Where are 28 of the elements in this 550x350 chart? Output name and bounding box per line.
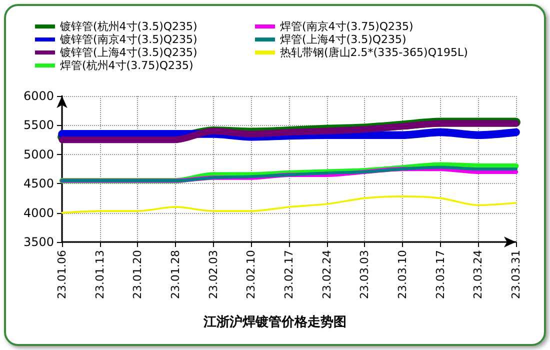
legend-label: 焊管(杭州4寸(3.75)Q235) (60, 59, 194, 72)
x-tick-label: 23.03.03 (358, 250, 372, 299)
y-tick-label: 3500 (23, 235, 54, 249)
x-tick-label: 23.01.20 (131, 250, 144, 299)
x-tick-label: 23.01.28 (169, 250, 182, 299)
legend-label: 热轧带钢(唐山2.5*(335-365)Q195L) (280, 46, 468, 59)
x-tick-label: 23.02.03 (206, 250, 220, 299)
y-tick-label: 5000 (23, 147, 54, 162)
x-tick-label: 23.01.13 (93, 250, 106, 299)
text: 江浙沪焊镀管价格走势图 (202, 314, 346, 330)
y-tick-label: 5500 (23, 118, 54, 132)
y-tick-label: 6000 (23, 89, 54, 103)
legend-label: 镀锌管(南京4寸(3.5)Q235) (59, 33, 198, 46)
x-tick-label: 23.03.31 (510, 250, 522, 299)
x-tick-label: 23.02.24 (320, 250, 334, 299)
x-tick-label: 23.02.10 (244, 250, 258, 299)
legend-label: 镀锌管(上海4寸(3.5)Q235) (59, 46, 198, 59)
x-tick-label: 23.03.10 (396, 250, 409, 299)
legend-label: 镀锌管(杭州4寸(3.5)Q235) (59, 20, 198, 33)
x-tick-label: 23.02.17 (282, 250, 296, 299)
x-tick-label: 23.01.06 (56, 250, 68, 299)
y-tick-label: 4500 (23, 176, 54, 191)
legend-label: 焊管(南京4寸(3.75)Q235) (280, 20, 414, 33)
y-tick-label: 4000 (23, 206, 54, 220)
x-tick-label: 23.03.24 (472, 250, 485, 299)
legend-label: 焊管(上海4寸(3.5)Q235) (280, 33, 406, 46)
line-series (61, 196, 517, 214)
x-tick-label: 23.03.17 (434, 250, 447, 299)
